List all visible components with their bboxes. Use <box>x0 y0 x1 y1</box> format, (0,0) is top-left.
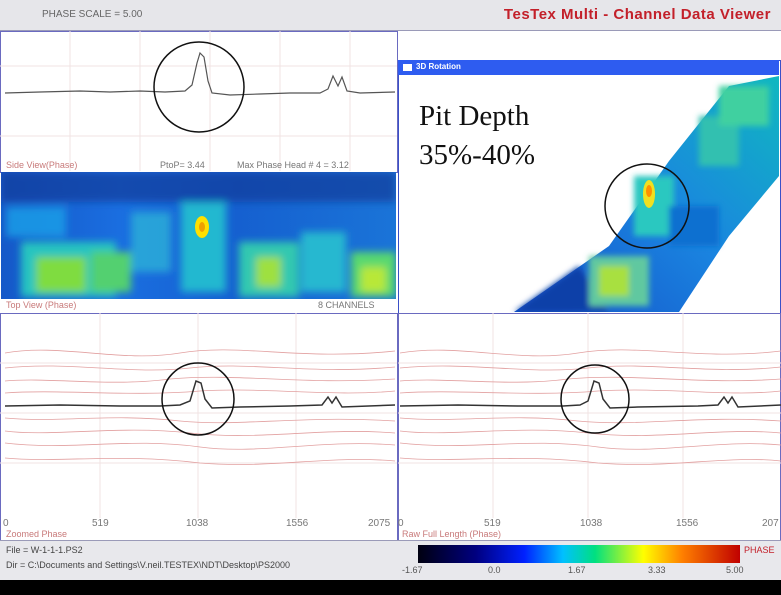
color-tick-2: 1.67 <box>568 565 586 575</box>
max-phase-readout: Max Phase Head # 4 = 3.12 <box>237 160 349 170</box>
defect-circle-side <box>153 41 245 133</box>
file-name: File = W-1-1-1.PS2 <box>6 545 83 555</box>
raw-trace <box>399 379 781 409</box>
raw-tick-1: 519 <box>484 518 501 529</box>
rotation-window-titlebar[interactable]: 3D Rotation <box>398 60 779 75</box>
side-view-trace <box>4 51 396 96</box>
pit-depth-annotation: Pit Depth <box>419 100 530 132</box>
phase-scale-readout: PHASE SCALE = 5.00 <box>42 9 143 20</box>
defect-circle-3d <box>604 163 690 249</box>
zoomed-tick-0: 0 <box>3 518 9 529</box>
color-scale-label: PHASE <box>744 545 775 555</box>
raw-tick-3: 1556 <box>676 518 699 529</box>
zoomed-tick-3: 1556 <box>286 518 309 529</box>
viewer-window: PHASE SCALE = 5.00 TesTex Multi - Channe… <box>0 0 781 580</box>
raw-tick-2: 1038 <box>580 518 603 529</box>
zoomed-tick-1: 519 <box>92 518 109 529</box>
color-tick-1: 0.0 <box>488 565 501 575</box>
top-view-label: Top View (Phase) <box>6 300 77 310</box>
directory-path: Dir = C:\Documents and Settings\V.neil.T… <box>6 560 291 570</box>
channels-count: 8 CHANNELS <box>318 300 375 310</box>
zoomed-phase-plot <box>0 313 397 518</box>
app-title: TesTex Multi - Channel Data Viewer <box>503 6 771 23</box>
side-view-label: Side View(Phase) <box>6 160 78 170</box>
window-icon <box>403 64 412 71</box>
rotation-3d-surface[interactable] <box>399 76 779 312</box>
raw-tick-0: 0 <box>398 518 404 529</box>
defect-circle-zoomed <box>161 362 235 436</box>
ptop-readout: PtoP= 3.44 <box>160 160 205 170</box>
color-tick-3: 3.33 <box>648 565 666 575</box>
color-tick-0: -1.67 <box>402 565 423 575</box>
pit-depth-percent: 35%-40% <box>419 139 535 171</box>
title-bar <box>0 0 781 31</box>
zoomed-tick-4: 2075 <box>368 518 391 529</box>
top-view-heatmap[interactable] <box>1 172 396 299</box>
raw-tick-4: 207 <box>762 518 779 529</box>
defect-circle-raw <box>560 364 630 434</box>
zoomed-trace <box>4 379 396 409</box>
side-view-plot <box>0 31 397 171</box>
zoomed-tick-2: 1038 <box>186 518 209 529</box>
rotation-window-title: 3D Rotation <box>416 62 461 71</box>
color-tick-4: 5.00 <box>726 565 744 575</box>
raw-full-length-plot <box>398 313 781 518</box>
phase-color-scale <box>418 545 740 563</box>
zoomed-phase-label: Zoomed Phase <box>6 529 68 539</box>
raw-full-length-label: Raw Full Length (Phase) <box>402 529 502 539</box>
